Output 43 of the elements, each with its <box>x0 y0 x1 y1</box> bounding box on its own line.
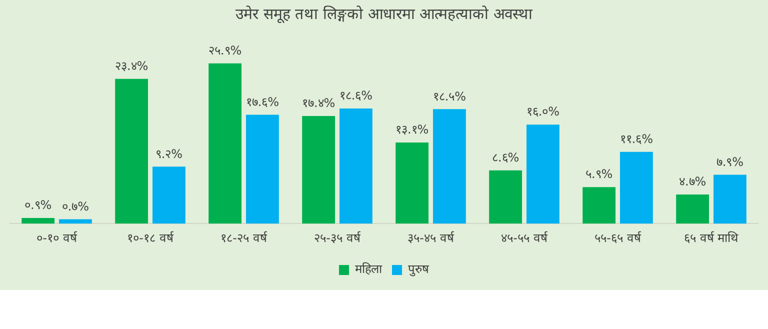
x-tick-label: ६५ वर्ष माथि <box>684 230 739 245</box>
legend-label: महिला <box>355 262 383 276</box>
bar <box>152 166 186 224</box>
data-label: ९.२% <box>155 146 183 161</box>
bar <box>115 78 148 224</box>
data-label: १८.६% <box>339 88 373 103</box>
bar <box>620 152 653 224</box>
x-tick-label: २५-३५ वर्ष <box>314 230 362 245</box>
bar <box>432 109 466 224</box>
data-label: १८.५% <box>432 89 466 104</box>
bar <box>582 187 616 224</box>
data-label: ०.९% <box>24 198 52 212</box>
bar <box>246 114 279 224</box>
x-tick-label: ०-१० वर्ष <box>36 230 78 245</box>
data-label: ५.९% <box>585 167 613 182</box>
data-label: ४.७% <box>678 174 706 189</box>
bar <box>676 194 710 224</box>
bar <box>489 170 522 224</box>
bar <box>22 218 55 224</box>
data-label: २५.९% <box>208 43 242 58</box>
x-tick-label: ५५-६५ वर्ष <box>594 230 642 245</box>
chart-title: उमेर समूह तथा लिङ्गको आधारमा आत्महत्याको अवस्था <box>236 4 534 24</box>
data-label: ७.९% <box>716 154 744 169</box>
bar <box>208 63 242 224</box>
data-label: १६.०% <box>526 104 560 119</box>
data-label: १७.४% <box>302 96 336 110</box>
data-label: १३.१% <box>395 122 429 137</box>
data-label: ११.६% <box>620 132 654 146</box>
data-label: ०.७% <box>62 199 90 214</box>
bar <box>339 108 372 224</box>
x-tick-label: ३५-४५ वर्ष <box>408 230 455 245</box>
bar <box>713 174 746 224</box>
legend-label: पुरुष <box>408 262 430 278</box>
bar <box>58 219 92 224</box>
x-tick-label: ४५-५५ वर्ष <box>501 230 548 245</box>
bar <box>396 142 429 224</box>
data-label: १७.६% <box>246 94 280 109</box>
x-tick-label: १०-१८ वर्ष <box>127 230 174 245</box>
x-tick-label: १८-२५ वर्ष <box>220 230 268 245</box>
bar <box>302 116 336 224</box>
data-label: ८.६% <box>492 150 520 165</box>
bar <box>526 124 560 224</box>
data-label: २३.४% <box>114 58 148 73</box>
